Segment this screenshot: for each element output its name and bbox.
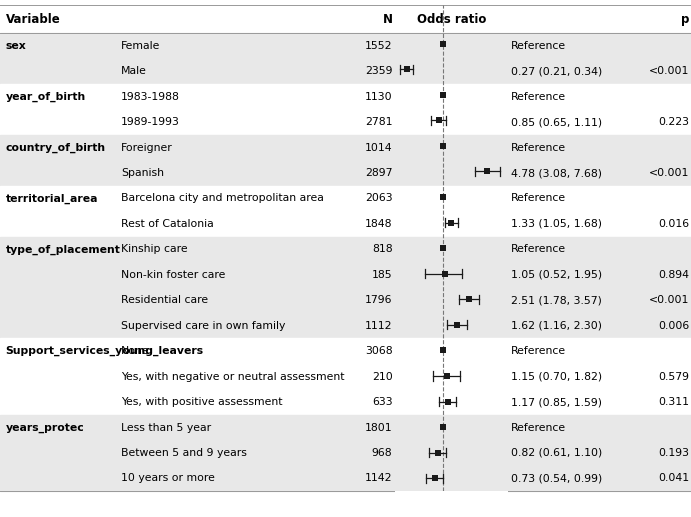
Text: type_of_placement: type_of_placement bbox=[6, 244, 120, 254]
Text: Kinship care: Kinship care bbox=[121, 245, 187, 254]
Text: Variable: Variable bbox=[6, 12, 60, 26]
Text: Female: Female bbox=[121, 41, 160, 51]
Text: 0.311: 0.311 bbox=[659, 397, 690, 407]
Bar bbox=[0, 364, 691, 389]
Text: 1.17 (0.85, 1.59): 1.17 (0.85, 1.59) bbox=[511, 397, 603, 407]
Text: None: None bbox=[121, 346, 149, 356]
Text: 0.73 (0.54, 0.99): 0.73 (0.54, 0.99) bbox=[511, 474, 603, 483]
Bar bbox=[0, 110, 691, 135]
Bar bbox=[0, 313, 691, 339]
Text: 3068: 3068 bbox=[365, 346, 392, 356]
Text: years_protec: years_protec bbox=[6, 422, 84, 433]
Text: territorial_area: territorial_area bbox=[6, 193, 98, 204]
Text: Reference: Reference bbox=[511, 92, 567, 102]
Bar bbox=[0, 262, 691, 287]
Text: 1014: 1014 bbox=[365, 143, 392, 153]
Bar bbox=[0, 466, 691, 491]
Text: 1983-1988: 1983-1988 bbox=[121, 92, 180, 102]
Text: 0.016: 0.016 bbox=[659, 219, 690, 229]
Text: 2781: 2781 bbox=[365, 117, 392, 127]
Text: Reference: Reference bbox=[511, 41, 567, 51]
Text: Support_services_young_leavers: Support_services_young_leavers bbox=[6, 346, 204, 356]
Text: Yes, with negative or neutral assessment: Yes, with negative or neutral assessment bbox=[121, 372, 344, 382]
Text: 1796: 1796 bbox=[365, 295, 392, 306]
Text: 0.27 (0.21, 0.34): 0.27 (0.21, 0.34) bbox=[511, 66, 603, 77]
Text: year_of_birth: year_of_birth bbox=[6, 92, 86, 102]
Text: 0.041: 0.041 bbox=[659, 474, 690, 483]
Text: Non-kin foster care: Non-kin foster care bbox=[121, 270, 225, 280]
Text: 1.05 (0.52, 1.95): 1.05 (0.52, 1.95) bbox=[511, 270, 603, 280]
Bar bbox=[0, 33, 691, 58]
Text: Yes, with positive assessment: Yes, with positive assessment bbox=[121, 397, 283, 407]
Text: 1112: 1112 bbox=[365, 321, 392, 331]
Text: 0.579: 0.579 bbox=[659, 372, 690, 382]
Text: Less than 5 year: Less than 5 year bbox=[121, 422, 211, 433]
Bar bbox=[0, 160, 691, 186]
Text: Reference: Reference bbox=[511, 193, 567, 204]
Text: 1552: 1552 bbox=[365, 41, 392, 51]
Text: Odds ratio: Odds ratio bbox=[417, 12, 486, 26]
Text: <0.001: <0.001 bbox=[650, 66, 690, 77]
Bar bbox=[0, 58, 691, 84]
Text: 2359: 2359 bbox=[365, 66, 392, 77]
Bar bbox=[0, 440, 691, 466]
Bar bbox=[0, 237, 691, 262]
Text: 0.193: 0.193 bbox=[659, 448, 690, 458]
Text: <0.001: <0.001 bbox=[650, 295, 690, 306]
Text: Residential care: Residential care bbox=[121, 295, 208, 306]
Bar bbox=[0, 5, 691, 33]
Text: 1989-1993: 1989-1993 bbox=[121, 117, 180, 127]
Bar bbox=[0, 287, 691, 313]
Text: 1.62 (1.16, 2.30): 1.62 (1.16, 2.30) bbox=[511, 321, 603, 331]
Text: 1.33 (1.05, 1.68): 1.33 (1.05, 1.68) bbox=[511, 219, 603, 229]
Text: Rest of Catalonia: Rest of Catalonia bbox=[121, 219, 214, 229]
Text: Reference: Reference bbox=[511, 245, 567, 254]
Text: 1142: 1142 bbox=[365, 474, 392, 483]
Text: Spanish: Spanish bbox=[121, 168, 164, 178]
Text: 2.51 (1.78, 3.57): 2.51 (1.78, 3.57) bbox=[511, 295, 603, 306]
Text: 2063: 2063 bbox=[365, 193, 392, 204]
Text: 10 years or more: 10 years or more bbox=[121, 474, 215, 483]
Text: 818: 818 bbox=[372, 245, 392, 254]
Bar bbox=[0, 211, 691, 237]
Text: country_of_birth: country_of_birth bbox=[6, 143, 106, 153]
Text: 1801: 1801 bbox=[365, 422, 392, 433]
Text: Between 5 and 9 years: Between 5 and 9 years bbox=[121, 448, 247, 458]
Text: Male: Male bbox=[121, 66, 146, 77]
Text: p: p bbox=[681, 12, 690, 26]
Bar bbox=[0, 415, 691, 440]
Text: <0.001: <0.001 bbox=[650, 168, 690, 178]
Text: 0.85 (0.65, 1.11): 0.85 (0.65, 1.11) bbox=[511, 117, 603, 127]
Text: Foreigner: Foreigner bbox=[121, 143, 173, 153]
Bar bbox=[0, 84, 691, 110]
Bar bbox=[0, 186, 691, 211]
Bar bbox=[0, 389, 691, 415]
Text: 1848: 1848 bbox=[365, 219, 392, 229]
Text: Barcelona city and metropolitan area: Barcelona city and metropolitan area bbox=[121, 193, 324, 204]
Text: 1.15 (0.70, 1.82): 1.15 (0.70, 1.82) bbox=[511, 372, 603, 382]
Text: 185: 185 bbox=[372, 270, 392, 280]
Text: 0.223: 0.223 bbox=[659, 117, 690, 127]
Text: 1130: 1130 bbox=[365, 92, 392, 102]
Text: Reference: Reference bbox=[511, 422, 567, 433]
Text: 4.78 (3.08, 7.68): 4.78 (3.08, 7.68) bbox=[511, 168, 603, 178]
Text: Reference: Reference bbox=[511, 143, 567, 153]
Text: N: N bbox=[383, 12, 392, 26]
Bar bbox=[0, 135, 691, 160]
Bar bbox=[0, 339, 691, 364]
Text: 0.82 (0.61, 1.10): 0.82 (0.61, 1.10) bbox=[511, 448, 603, 458]
Text: 0.894: 0.894 bbox=[659, 270, 690, 280]
Text: Supervised care in own family: Supervised care in own family bbox=[121, 321, 285, 331]
Text: 2897: 2897 bbox=[365, 168, 392, 178]
Text: 0.006: 0.006 bbox=[659, 321, 690, 331]
Text: sex: sex bbox=[6, 41, 26, 51]
Text: Reference: Reference bbox=[511, 346, 567, 356]
Text: 633: 633 bbox=[372, 397, 392, 407]
Text: 210: 210 bbox=[372, 372, 392, 382]
Text: 968: 968 bbox=[372, 448, 392, 458]
